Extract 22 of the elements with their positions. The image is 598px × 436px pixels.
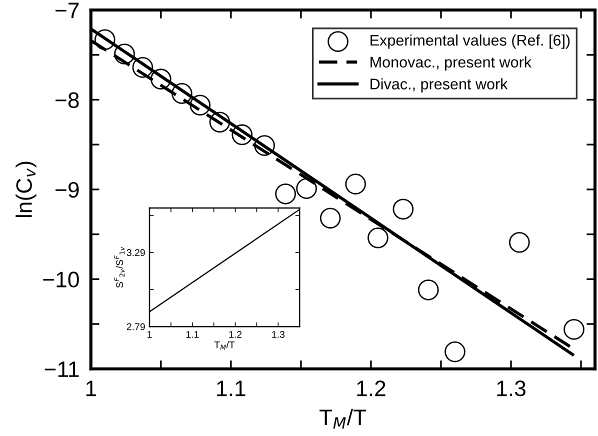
x-tick-label: 1 [148,331,152,338]
x-tick-label: 1.3 [497,380,526,396]
x-tick-label: 1.1 [186,331,199,338]
x-axis-title: T$_{M}$/T [214,341,235,350]
y-tick-label: −8 [56,92,79,108]
legend-label: Divac., present work [370,78,508,92]
x-tick-label: 1.3 [272,330,284,338]
y-tick-label: −7 [56,2,79,18]
y-tick-label: 3.29 [126,249,145,256]
y-tick-label: 2.79 [126,323,145,330]
legend-label: Monovac., present work [370,56,532,71]
x-tick-label: 1 [86,380,96,396]
legend-label: Experimental values (Ref. [6]) [370,34,570,49]
y-axis-title: S$^{F}$$_{2v}$/S$^{F}$$_{1v}$ [114,246,125,288]
y-tick-label: −11 [44,362,79,377]
y-tick-label: −10 [43,272,79,288]
x-tick-label: 1.2 [357,380,386,396]
y-tick-label: −9 [56,182,79,198]
y-axis-title: ln(C$_{v}$) [16,162,36,218]
x-axis-title: T$_{M}$/T [320,408,366,429]
x-tick-label: 1.2 [229,330,242,338]
x-tick-label: 1.1 [217,380,246,396]
